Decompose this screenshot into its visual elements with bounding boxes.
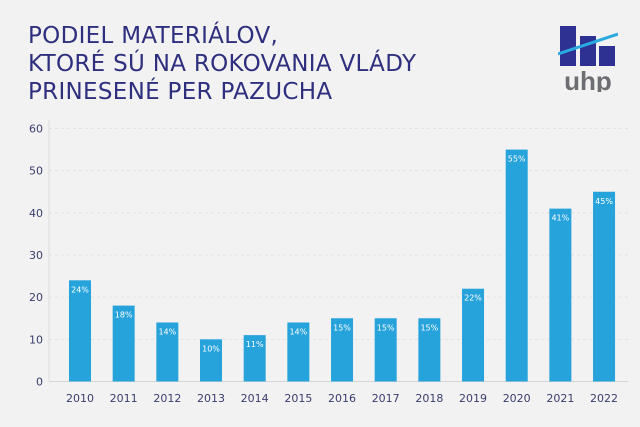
bar-2022 [593,191,616,382]
data-label: 15% [333,323,351,332]
bar-2019 [462,288,485,382]
data-label: 41% [551,214,569,223]
y-tick-label: 20 [29,291,43,304]
data-label: 10% [202,344,220,353]
data-label: 15% [420,323,438,332]
x-tick-label: 2010 [66,392,94,405]
x-tick-label: 2017 [372,392,400,405]
data-label: 14% [289,327,307,336]
x-tick-label: 2018 [415,392,443,405]
y-tick-label: 60 [29,123,43,136]
bar-2010 [69,280,91,382]
x-tick-label: 2015 [284,392,312,405]
bar-2013 [200,339,223,382]
y-tick-label: 0 [36,376,43,389]
y-tick-label: 30 [29,249,43,262]
data-label: 18% [115,311,133,320]
bar-2018 [418,318,441,382]
title-line-3: PRINESENÉ PER PAZUCHA [28,79,333,105]
bar-2021 [549,208,572,382]
y-tick-label: 50 [29,165,43,178]
bar-2011 [112,305,135,382]
y-tick-label: 40 [29,207,43,220]
x-tick-label: 2020 [503,392,531,405]
x-tick-label: 2013 [197,392,225,405]
bar-2014 [243,335,266,382]
data-label: 14% [158,327,176,336]
data-label: 55% [508,155,526,164]
bar-2017 [374,318,397,382]
y-tick-label: 10 [29,333,43,346]
x-tick-label: 2022 [590,392,618,405]
x-tick-label: 2021 [546,392,574,405]
svg-text:uhp: uhp [564,66,612,92]
title-line-2: KTORÉ SÚ NA ROKOVANIA VLÁDY [28,51,417,77]
x-tick-label: 2019 [459,392,487,405]
bar-2015 [287,322,310,382]
data-label: 11% [246,340,264,349]
data-label: 24% [71,285,89,294]
x-tick-label: 2012 [153,392,181,405]
title-line-1: PODIEL MATERIÁLOV, [28,23,279,49]
uhp-logo: uhp [558,26,618,92]
bar-2016 [331,318,354,382]
x-tick-label: 2014 [241,392,269,405]
bar-2012 [156,322,179,382]
data-label: 15% [377,323,395,332]
x-tick-label: 2016 [328,392,356,405]
x-tick-label: 2011 [110,392,138,405]
data-label: 45% [595,197,613,206]
bar-2020 [505,149,528,382]
chart-title: PODIEL MATERIÁLOV, KTORÉ SÚ NA ROKOVANIA… [28,22,416,106]
data-label: 22% [464,294,482,303]
